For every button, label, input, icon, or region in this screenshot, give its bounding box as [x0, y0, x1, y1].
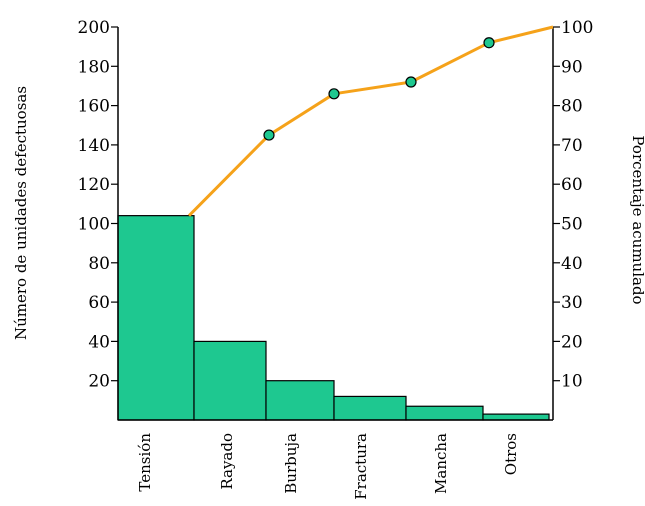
left-tick-label: 120 — [78, 175, 110, 195]
right-axis-ticks: 100 90 80 70 60 50 40 30 20 10 — [553, 18, 593, 392]
cumulative-point — [483, 37, 495, 49]
category-label: Mancha — [432, 433, 450, 494]
bar-otros — [482, 413, 550, 421]
left-tick-label: 140 — [78, 136, 110, 156]
right-tick-label: 50 — [561, 215, 583, 235]
cumulative-point — [328, 88, 340, 100]
right-tick-label: 60 — [561, 175, 583, 195]
right-tick-label: 80 — [561, 97, 583, 117]
y-axis-title-left: Número de unidades defectuosas — [12, 86, 30, 340]
category-label: Tensión — [136, 433, 154, 492]
left-tick-label: 160 — [78, 97, 110, 117]
right-tick-label: 10 — [561, 372, 583, 392]
cumulative-point — [263, 129, 275, 141]
left-tick-label: 20 — [88, 372, 110, 392]
right-tick-label: 20 — [561, 332, 583, 352]
left-tick-label: 180 — [78, 57, 110, 77]
right-tick-label: 100 — [561, 18, 593, 38]
y-axis-title-right: Porcentaje acumulado — [629, 135, 645, 304]
right-tick-label: 90 — [561, 57, 583, 77]
bar-fractura — [333, 395, 407, 421]
bar-tensi-n — [117, 215, 195, 421]
cumulative-point — [405, 76, 417, 88]
bar-mancha — [405, 405, 484, 421]
left-tick-label: 80 — [88, 254, 110, 274]
left-tick-label: 100 — [78, 215, 110, 235]
category-label: Fractura — [352, 433, 370, 500]
category-labels: Tensión Rayado Burbuja Fractura Mancha Otros — [136, 433, 520, 500]
left-tick-label: 200 — [78, 18, 110, 38]
right-tick-label: 70 — [561, 136, 583, 156]
right-tick-label: 40 — [561, 254, 583, 274]
category-label: Otros — [502, 433, 520, 475]
left-tick-label: 60 — [88, 293, 110, 313]
left-axis-ticks: 200 180 160 140 120 100 80 60 40 20 — [78, 18, 118, 392]
right-tick-label: 30 — [561, 293, 583, 313]
left-tick-label: 40 — [88, 332, 110, 352]
bar-burbuja — [265, 380, 335, 421]
bar-rayado — [193, 340, 267, 421]
category-label: Burbuja — [282, 433, 300, 494]
cumulative-line-group — [187, 25, 554, 217]
category-label: Rayado — [218, 433, 236, 490]
cumulative-line — [187, 25, 554, 217]
bars-group — [117, 215, 550, 421]
